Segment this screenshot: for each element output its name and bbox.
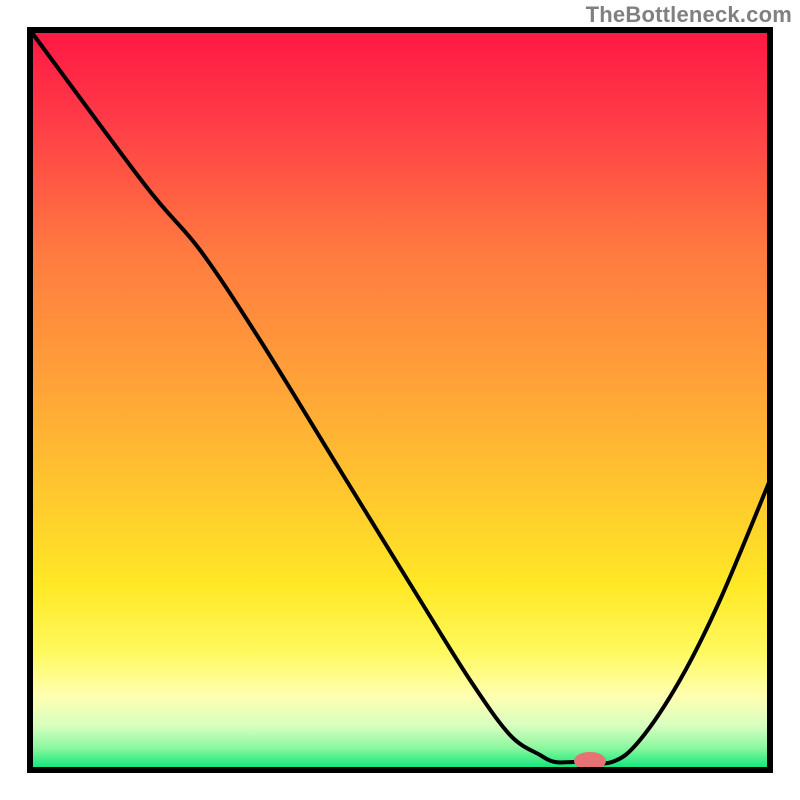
bottleneck-chart-root: { "canvas": { "width": 800, "height": 80…: [0, 0, 800, 800]
plot-background: [30, 30, 770, 770]
watermark-text: TheBottleneck.com: [586, 2, 792, 28]
bottleneck-chart-svg: [0, 0, 800, 800]
